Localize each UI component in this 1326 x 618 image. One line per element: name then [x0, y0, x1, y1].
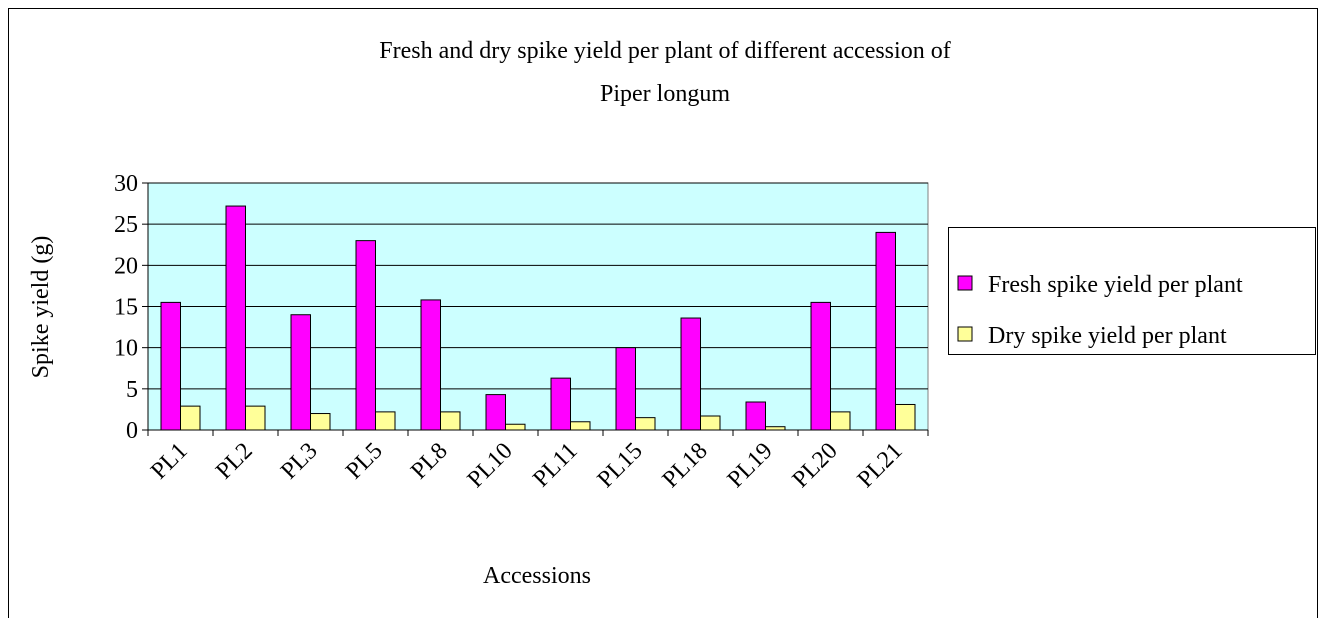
bar — [635, 417, 656, 431]
bar — [485, 394, 506, 431]
bar — [895, 403, 916, 431]
legend-label: Dry spike yield per plant — [988, 323, 1227, 349]
chart-title: Piper longum — [600, 81, 730, 107]
y-tick-label: 20 — [114, 253, 138, 279]
bar — [830, 411, 851, 431]
x-axis-label: Accessions — [483, 563, 591, 589]
bar — [875, 231, 896, 431]
bar — [745, 401, 766, 431]
bar — [550, 377, 571, 431]
legend-label: Fresh spike yield per plant — [988, 272, 1243, 298]
y-tick-label: 10 — [114, 336, 138, 362]
bar — [505, 423, 526, 431]
bar — [700, 415, 721, 431]
bar — [375, 411, 396, 431]
y-tick-label: 25 — [114, 212, 138, 238]
bar — [355, 240, 376, 431]
bar — [765, 426, 786, 431]
y-tick-label: 15 — [114, 295, 138, 321]
y-tick-label: 5 — [126, 377, 138, 403]
bar — [420, 299, 441, 431]
bar — [440, 411, 461, 431]
bar — [310, 413, 331, 431]
legend-swatch — [957, 275, 973, 291]
bar — [180, 405, 201, 431]
y-axis-label: Spike yield (g) — [28, 236, 54, 379]
legend-swatch — [957, 326, 973, 342]
bar — [680, 317, 701, 431]
y-tick-label: 30 — [114, 171, 138, 197]
bar — [810, 301, 831, 431]
legend — [948, 227, 1316, 355]
bar — [245, 405, 266, 431]
bar — [160, 301, 181, 431]
bar — [615, 347, 636, 431]
chart-title: Fresh and dry spike yield per plant of d… — [379, 38, 950, 64]
bar — [570, 421, 591, 431]
y-tick-label: 0 — [126, 418, 138, 444]
bar — [225, 205, 246, 431]
bar — [290, 314, 311, 431]
